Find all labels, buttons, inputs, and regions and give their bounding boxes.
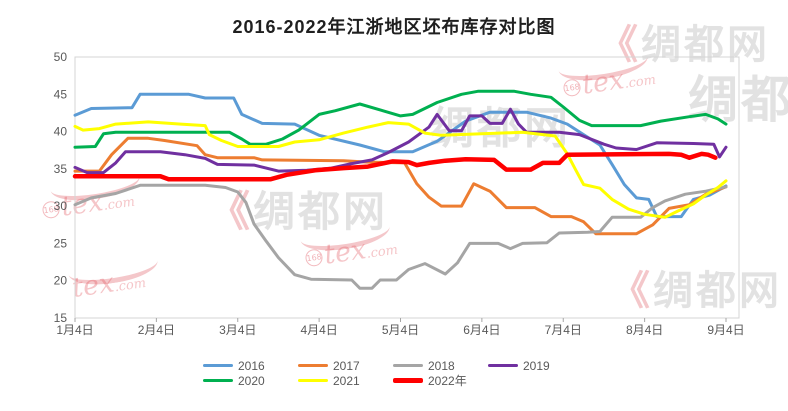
legend-swatch-2016 xyxy=(203,364,233,367)
x-axis-label: 7月4日 xyxy=(545,323,582,337)
legend-item-2020: 2020 xyxy=(203,373,298,388)
y-axis-label: 40 xyxy=(54,125,68,139)
x-axis-label: 1月4日 xyxy=(56,323,93,337)
legend-label: 2022年 xyxy=(428,374,467,388)
legend-item-2018: 2018 xyxy=(393,358,488,373)
legend-label: 2019 xyxy=(523,358,550,373)
y-axis-label: 20 xyxy=(54,274,68,288)
legend-label: 2021 xyxy=(333,373,360,388)
x-axis-label: 8月4日 xyxy=(626,323,663,337)
legend-swatch-2022年 xyxy=(393,378,423,383)
legend-swatch-2021 xyxy=(298,379,328,382)
legend-item-2019: 2019 xyxy=(488,358,583,373)
legend-label: 2016 xyxy=(238,358,265,373)
chart-legend: 2016 2017 2018 2019 2020 2021 2022年 xyxy=(203,358,583,388)
x-axis-label: 2月4日 xyxy=(138,323,175,337)
legend-swatch-2019 xyxy=(488,364,518,367)
chart-title: 2016-2022年江浙地区坯布库存对比图 xyxy=(232,17,556,37)
legend-item-2021: 2021 xyxy=(298,373,393,388)
x-axis-label: 4月4日 xyxy=(300,323,337,337)
y-axis-label: 35 xyxy=(54,162,68,176)
series-line-2019 xyxy=(73,107,728,175)
legend-item-2022年: 2022年 xyxy=(393,373,488,388)
legend-label: 2017 xyxy=(333,358,360,373)
series-line-2020 xyxy=(73,89,728,149)
legend-item-2016: 2016 xyxy=(203,358,298,373)
y-axis-label: 25 xyxy=(54,236,68,250)
series-line-2022年 xyxy=(72,151,718,182)
plot-border xyxy=(74,56,740,319)
x-axis-label: 6月4日 xyxy=(463,323,500,337)
series-line-2018 xyxy=(73,183,728,290)
series-line-2021 xyxy=(73,120,728,219)
x-axis-label: 3月4日 xyxy=(219,323,256,337)
legend-label: 2018 xyxy=(428,358,455,373)
legend-item-2017: 2017 xyxy=(298,358,393,373)
y-axis-label: 15 xyxy=(54,311,68,325)
legend-swatch-2020 xyxy=(203,379,233,382)
legend-swatch-2018 xyxy=(393,364,423,367)
series-line-2017 xyxy=(73,136,728,236)
y-axis-label: 45 xyxy=(54,87,68,101)
x-axis-label: 5月4日 xyxy=(382,323,419,337)
legend-label: 2020 xyxy=(238,373,265,388)
y-axis-label: 30 xyxy=(54,199,68,213)
x-axis-label: 9月4日 xyxy=(707,323,744,337)
legend-swatch-2017 xyxy=(298,364,328,367)
y-axis-label: 50 xyxy=(54,50,68,64)
